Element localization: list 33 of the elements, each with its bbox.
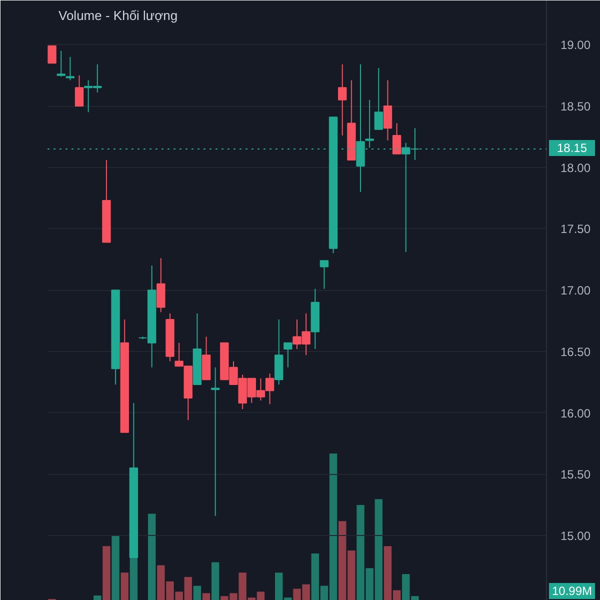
candlestick xyxy=(383,80,392,141)
bar xyxy=(202,593,210,600)
candlestick xyxy=(56,50,66,78)
bar xyxy=(211,562,220,600)
candlestick xyxy=(365,99,374,148)
bar xyxy=(94,596,102,600)
bar xyxy=(120,572,128,600)
candlestick xyxy=(156,258,166,313)
y-tick-label: 18.00 xyxy=(560,160,591,175)
chart-title: Volume - Khối lượng xyxy=(58,8,178,23)
bar xyxy=(148,514,156,600)
candlestick xyxy=(284,342,292,368)
y-tick-label: 16.00 xyxy=(560,406,591,420)
candlestick xyxy=(320,260,329,290)
y-tick-label: 17.00 xyxy=(560,284,591,298)
y-tick-label: 19.00 xyxy=(560,38,591,52)
candlestick xyxy=(374,67,384,130)
text: 10.99M xyxy=(552,583,592,599)
y-tick-label: 15.00 xyxy=(560,528,591,543)
y-tick-label: 15.50 xyxy=(560,468,591,482)
candlestick xyxy=(74,74,84,107)
y-tick-label: 17.50 xyxy=(560,222,591,236)
candlestick xyxy=(338,64,347,136)
y-tick-label: 16.50 xyxy=(560,344,591,359)
y-tick-label: 18.50 xyxy=(560,100,591,114)
candlestick xyxy=(210,366,220,516)
candlestick xyxy=(392,122,402,154)
bar xyxy=(193,586,202,600)
candlestick xyxy=(48,45,56,64)
ref-line-label: 18.15 xyxy=(556,140,588,156)
bar xyxy=(112,536,120,600)
bar xyxy=(102,546,110,600)
candlestick xyxy=(66,56,75,81)
